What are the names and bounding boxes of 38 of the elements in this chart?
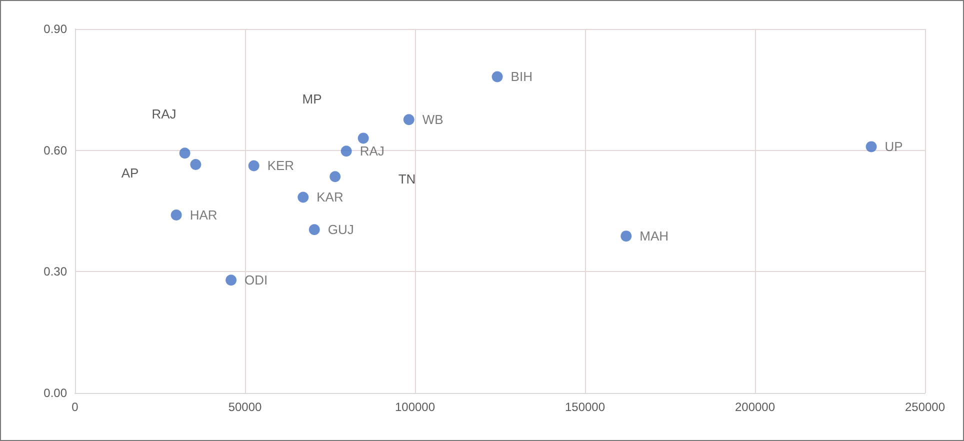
data-label: ODI bbox=[244, 272, 268, 288]
x-tick-label: 100000 bbox=[394, 400, 436, 414]
point bbox=[190, 158, 202, 170]
x-tick-label: 250000 bbox=[904, 400, 946, 414]
data-label: MAH bbox=[640, 228, 669, 244]
y-tick-label: 0.60 bbox=[44, 143, 68, 158]
point bbox=[866, 141, 877, 152]
point bbox=[492, 71, 503, 82]
data-label: RAJ bbox=[360, 144, 384, 159]
y-tick-label: 0.30 bbox=[44, 264, 68, 279]
data-label: KAR bbox=[316, 190, 344, 205]
annotation: TN bbox=[398, 172, 416, 186]
point bbox=[340, 146, 352, 157]
point bbox=[179, 148, 190, 159]
data-label: UP bbox=[884, 139, 903, 154]
point bbox=[298, 192, 309, 203]
point bbox=[226, 274, 237, 286]
point bbox=[620, 230, 632, 242]
annotation: AP bbox=[121, 166, 139, 180]
annotation: MP bbox=[302, 92, 322, 106]
data-label: GUJ bbox=[328, 222, 354, 238]
x-tick-label: 200000 bbox=[734, 400, 776, 414]
x-tick-label: 150000 bbox=[564, 400, 606, 414]
data-label: BIH bbox=[510, 69, 532, 84]
x-tick-label: 0 bbox=[72, 400, 79, 414]
data-label: KER bbox=[267, 158, 294, 174]
data-label: HAR bbox=[190, 208, 218, 223]
point bbox=[248, 160, 260, 172]
x-tick-label: 50000 bbox=[228, 400, 262, 414]
point bbox=[330, 171, 341, 182]
annotation: RAJ bbox=[152, 106, 176, 122]
point bbox=[170, 210, 182, 221]
point bbox=[358, 132, 369, 144]
y-tick-label: 0.00 bbox=[44, 386, 68, 400]
y-tick-label: 0.90 bbox=[44, 22, 68, 36]
point bbox=[403, 114, 414, 126]
data-label: WB bbox=[422, 112, 444, 128]
point bbox=[308, 224, 320, 236]
